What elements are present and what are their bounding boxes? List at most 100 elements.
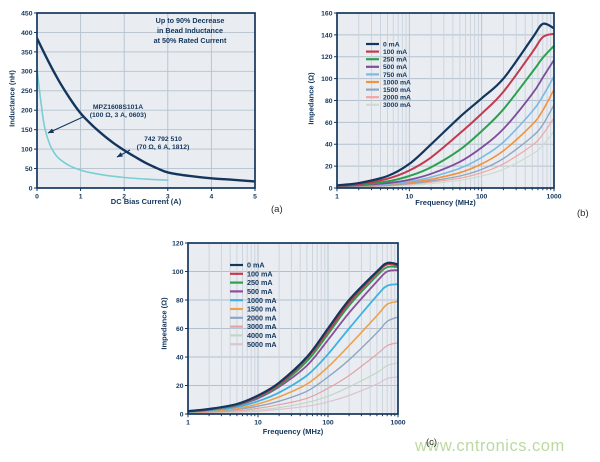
tick-label: 0 mA [383, 41, 400, 48]
tick-label: 300 [21, 69, 33, 76]
curves [37, 37, 255, 183]
tick-label: 50 [25, 166, 33, 173]
tick-label: 3000 mA [383, 102, 411, 109]
tick-label: 150 [21, 127, 33, 134]
tick-label: 1000 mA [383, 79, 411, 86]
tick-label: 0 [329, 185, 333, 192]
tick-label: 100 mA [247, 269, 273, 278]
tick-label: 500 mA [247, 287, 273, 296]
tick-label: 120 [321, 54, 333, 61]
tick-label: 100 [322, 420, 334, 427]
chart-b-y-axis-title: Impedance (Ω) [306, 72, 316, 125]
chart-c-x-axis-title: Frequency (MHz) [262, 427, 324, 436]
callout-742-line2: (70 Ω, 6 A, 1812) [136, 144, 190, 152]
tick-label: 40 [325, 142, 333, 149]
callout-mpz-line2: (100 Ω, 3 A, 0603) [89, 112, 147, 120]
tick-label: 100 mA [383, 49, 407, 56]
series-4000-mA [188, 362, 398, 414]
chart-a-note-line2: in Bead Inductance [157, 26, 223, 35]
tick-label: 250 [21, 88, 33, 95]
tick-label: 100 [476, 194, 488, 201]
panel-label-b: (b) [577, 208, 589, 219]
plot-border [187, 242, 399, 415]
tick-label: 0 [180, 411, 184, 418]
plot-border [36, 12, 256, 189]
series-0-mA [337, 22, 554, 187]
tick-label: 350 [21, 49, 33, 56]
plot-border [336, 12, 555, 189]
tick-label: 3000 mA [247, 322, 277, 331]
tick-label: 1500 mA [247, 305, 277, 314]
tick-label: 80 [325, 98, 333, 105]
series-1000-mA [188, 283, 398, 413]
tick-label: 1000 [390, 420, 405, 427]
panel-label-a: (a) [271, 204, 283, 215]
chart-a: 0 50 100 150 200 250 300 350 400 450 0 1 2 3 4 5 [21, 10, 257, 200]
series-250-mA [337, 44, 554, 187]
tick-label: 10 [254, 420, 262, 427]
tick-label: 60 [176, 326, 184, 333]
chart-c-y-axis-title: Impedance (Ω) [159, 297, 169, 350]
tick-label: 100 [21, 147, 33, 154]
tick-label: 1500 mA [383, 87, 411, 94]
tick-label: 1000 [546, 194, 561, 201]
callout-742-line1: 742 792 510 [144, 136, 182, 143]
chart-a-callout-742: 742 792 510 (70 Ω, 6 A, 1812) [131, 136, 195, 152]
tick-label: 20 [325, 164, 333, 171]
callout-mpz-line1: MPZ1608S101A [92, 104, 144, 111]
tick-label: 450 [21, 10, 33, 17]
tick-label: 60 [325, 120, 333, 127]
series-2000-mA [188, 316, 398, 414]
chart-a-x-axis-title: DC Bias Current (A) [110, 197, 182, 206]
callout-arrow [116, 149, 131, 158]
tick-label: 0 mA [247, 261, 265, 270]
watermark-text: www.cntronics.com [415, 437, 565, 455]
chart-a-callout-mpz: MPZ1608S101A (100 Ω, 3 A, 0603) [84, 104, 152, 120]
chart-a-y-axis-title: Inductance (nH) [7, 70, 17, 127]
tick-label: 4 [210, 194, 214, 201]
series-3000-mA [188, 342, 398, 414]
tick-label: 10 [406, 194, 414, 201]
series-742-792-510-(70-Ω,-6-A,-1812) [37, 37, 255, 183]
tick-label: 750 mA [383, 72, 407, 79]
tick-label: 3 [166, 194, 170, 201]
curves [337, 22, 554, 188]
tick-label: 2000 mA [383, 95, 411, 102]
tick-label: 500 mA [383, 64, 407, 71]
series-500-mA [337, 59, 554, 188]
panel-label-c: (c) [426, 437, 438, 448]
chart-a-canvas: 0 50 100 150 200 250 300 350 400 450 0 1 2 3 4 5 [21, 10, 257, 200]
chart-a-note: Up to 90% Decrease in Bead Inductance at… [136, 16, 244, 46]
plot-area [37, 13, 255, 188]
tick-label: 400 [21, 30, 33, 37]
tick-label: 140 [321, 32, 333, 39]
tick-label: 1 [186, 420, 190, 427]
tick-label: 160 [321, 10, 333, 17]
tick-label: 250 mA [247, 278, 273, 287]
tick-label: 0 [29, 185, 33, 192]
chart-a-note-line3: at 50% Rated Current [153, 36, 227, 45]
series-MPZ1608S101A-(100-Ω,-3-A,-0603) [37, 68, 169, 181]
tick-label: 1 [335, 194, 339, 201]
tick-label: 5 [253, 194, 257, 201]
tick-label: 20 [176, 383, 184, 390]
series-0-mA [188, 261, 398, 413]
tick-label: 2 [122, 194, 126, 201]
tick-label: 80 [176, 297, 184, 304]
tick-label: 5000 mA [247, 340, 277, 349]
tick-label: 250 mA [383, 57, 407, 64]
series-750-mA [337, 75, 554, 188]
tick-label: 100 [172, 269, 184, 276]
tick-label: 4000 mA [247, 331, 277, 340]
tick-label: 100 [321, 76, 333, 83]
tick-label: 2000 mA [247, 313, 277, 322]
chart-b-x-axis-title: Frequency (MHz) [415, 198, 476, 207]
chart-a-note-line1: Up to 90% Decrease [155, 16, 225, 25]
tick-label: 40 [176, 354, 184, 361]
series-1500-mA [188, 300, 398, 414]
